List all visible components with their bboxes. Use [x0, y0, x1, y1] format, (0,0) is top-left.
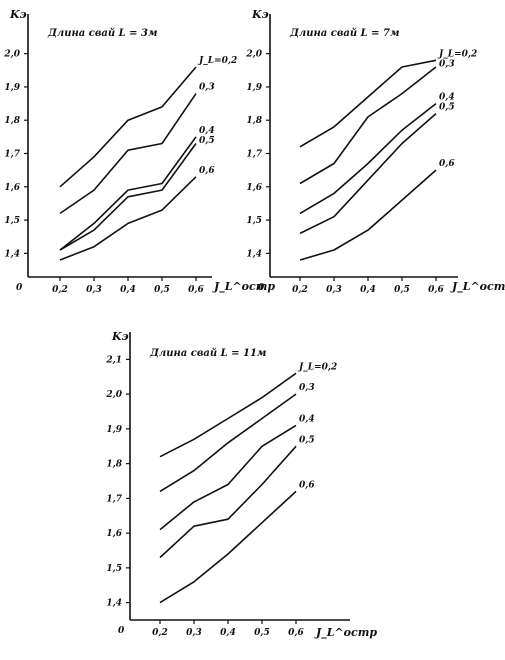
series-label: 0,4 [199, 126, 215, 136]
series-line [299, 112, 437, 235]
y-tick-label: 1,7 [4, 150, 20, 160]
series-line [299, 66, 437, 185]
series-line [59, 143, 197, 251]
x-tick-label: 0,3 [186, 628, 202, 638]
x-tick-label: 0,6 [188, 285, 204, 295]
origin-label: 0 [258, 283, 265, 293]
y-tick-label: 1,9 [4, 83, 20, 93]
series-label: 0,3 [439, 59, 455, 69]
y-tick-label: 1,5 [4, 216, 20, 226]
x-tick-label: 0,2 [52, 285, 68, 295]
series-label: 0,6 [439, 159, 455, 169]
y-tick-label: 2,0 [3, 50, 20, 60]
series-line [159, 393, 297, 493]
series-line [59, 176, 197, 261]
y-tick-label: 1,9 [106, 425, 122, 435]
x-tick-label: 0,3 [326, 285, 342, 295]
series-label: 0,4 [299, 414, 315, 424]
origin-label: 0 [118, 626, 125, 636]
y-tick-label: 1,8 [106, 460, 122, 470]
chart-title: Длина свай L = 11м [149, 348, 266, 359]
y-tick-label: 1,5 [106, 564, 122, 574]
x-tick-label: 0,5 [154, 285, 170, 295]
series-line [59, 136, 197, 251]
series-line [59, 93, 197, 215]
series-label: 0,5 [299, 435, 315, 445]
series-label: 0,5 [439, 103, 455, 113]
x-axis-label: J_L^остр [314, 626, 377, 640]
x-tick-label: 0,4 [220, 628, 236, 638]
series-label: 0,5 [199, 136, 215, 146]
y-tick-label: 1,9 [246, 83, 262, 93]
y-tick-label: 1,4 [4, 249, 20, 259]
x-tick-label: 0,2 [292, 285, 308, 295]
series-label: 0,6 [299, 480, 315, 490]
y-tick-label: 2,0 [245, 50, 262, 60]
series-label: J_L=0,2 [197, 56, 237, 66]
x-tick-label: 0,6 [428, 285, 444, 295]
series-label: J_L=0,2 [437, 49, 477, 59]
chart-title: Длина свай L = 3м [47, 28, 157, 39]
series-line [299, 169, 437, 261]
series-label: 0,3 [299, 383, 315, 393]
series-label: 0,6 [199, 166, 215, 176]
y-tick-label: 1,4 [246, 249, 262, 259]
y-tick-label: 1,7 [246, 150, 262, 160]
origin-label: 0 [16, 283, 23, 293]
series-label: 0,4 [439, 93, 455, 103]
y-axis-label: Kэ [9, 8, 27, 21]
y-tick-label: 1,6 [246, 183, 262, 193]
y-tick-label: 1,6 [4, 183, 20, 193]
chart-panel-3: Длина свай L = 11м Kэ J_L^остр 0 0,2 0,3 0,4 0,… [105, 330, 377, 640]
y-tick-label: 1,5 [246, 216, 262, 226]
series-line [159, 445, 297, 559]
x-axis-label: J_L^остр [212, 280, 275, 294]
x-tick-label: 0,3 [86, 285, 102, 295]
x-tick-label: 0,6 [288, 628, 304, 638]
series-label: 0,3 [199, 83, 215, 93]
series-line [59, 66, 197, 188]
x-tick-label: 0,2 [152, 628, 168, 638]
series-line [299, 102, 437, 215]
x-axis-label: J_L^остр [450, 280, 505, 294]
chart-title: Длина свай L = 7м [289, 28, 399, 39]
y-tick-label: 2,0 [105, 390, 122, 400]
y-axis-label: Kэ [251, 8, 269, 21]
series-line [159, 424, 297, 531]
y-tick-label: 1,8 [4, 116, 20, 126]
y-tick-label: 1,4 [106, 599, 122, 609]
y-tick-label: 1,6 [106, 529, 122, 539]
chart-panel-2: Длина свай L = 7мKэJ_L^остр00,20,30,40,5… [245, 8, 505, 295]
x-tick-label: 0,4 [360, 285, 376, 295]
y-tick-label: 1,7 [106, 494, 122, 504]
y-tick-label: 1,8 [246, 116, 262, 126]
y-axis-label: Kэ [111, 330, 129, 343]
series-label: J_L=0,2 [297, 362, 337, 372]
x-tick-label: 0,4 [120, 285, 136, 295]
series-line [159, 490, 297, 604]
x-tick-label: 0,5 [394, 285, 410, 295]
y-tick-label: 2,1 [105, 355, 122, 365]
x-tick-label: 0,5 [254, 628, 270, 638]
series-line [159, 372, 297, 458]
series-line [299, 59, 437, 148]
